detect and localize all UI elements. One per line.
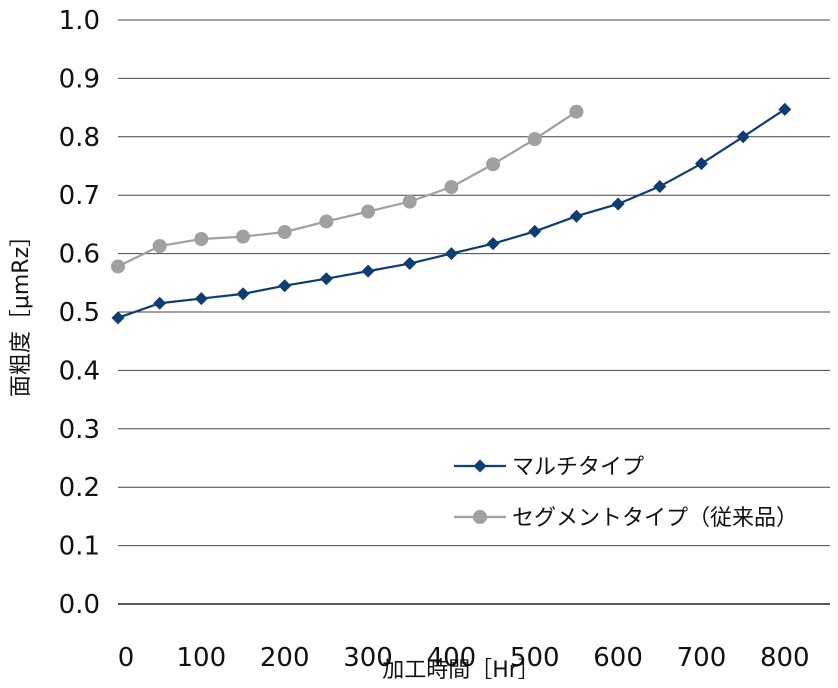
data-point xyxy=(569,104,584,119)
legend-item: セグメントタイプ（従来品） xyxy=(454,506,798,531)
x-tick-labels: 0 100 200 300 400 500 600 700 800 xyxy=(118,643,810,673)
data-point xyxy=(653,179,667,193)
data-point xyxy=(444,247,458,261)
data-point xyxy=(486,157,501,172)
data-point xyxy=(153,296,167,310)
data-point xyxy=(152,239,167,254)
y-tick-label: 1.0 xyxy=(59,6,100,36)
data-point xyxy=(473,510,487,524)
data-point xyxy=(236,287,250,301)
x-tick-label: 800 xyxy=(760,643,810,673)
y-tick-label: 0.0 xyxy=(59,590,100,620)
series-line xyxy=(117,108,786,319)
x-tick-label: 400 xyxy=(427,643,477,673)
data-point xyxy=(473,459,487,473)
y-tick-label: 0.5 xyxy=(59,298,100,328)
y-tick-label: 0.3 xyxy=(59,415,100,445)
series-layer xyxy=(111,102,792,325)
y-tick-label: 0.9 xyxy=(59,64,100,94)
legend-item: マルチタイプ xyxy=(454,455,644,480)
data-point xyxy=(778,102,792,116)
y-axis-title: 面粗度［μmRz］ xyxy=(9,225,34,397)
y-tick-label: 0.7 xyxy=(59,181,100,211)
data-point xyxy=(444,180,459,195)
series-1 xyxy=(111,102,792,325)
x-tick-label: 300 xyxy=(343,643,393,673)
data-point xyxy=(111,311,125,325)
y-tick-label: 0.4 xyxy=(59,356,100,386)
data-point xyxy=(194,232,209,246)
x-tick-label: 200 xyxy=(260,643,310,673)
x-axis-title: 加工時間［Hr］ xyxy=(382,658,540,683)
data-point xyxy=(527,132,542,147)
x-tick-label: 700 xyxy=(677,643,727,673)
y-tick-label: 0.8 xyxy=(59,123,100,153)
data-point xyxy=(403,257,417,271)
data-point xyxy=(319,272,333,286)
x-tick-label: 0 xyxy=(118,643,135,673)
x-tick-label: 100 xyxy=(177,643,227,673)
data-point xyxy=(236,229,251,244)
y-tick-label: 0.2 xyxy=(59,473,100,503)
data-point xyxy=(319,214,334,229)
data-point xyxy=(361,264,375,278)
series-line xyxy=(117,110,578,268)
data-point xyxy=(694,157,708,171)
y-tick-label: 0.1 xyxy=(59,532,100,562)
data-point xyxy=(736,130,750,144)
data-point xyxy=(528,224,542,238)
data-point xyxy=(486,237,500,251)
gridlines xyxy=(118,19,830,605)
legend-label: マルチタイプ xyxy=(512,455,644,480)
y-tick-labels: 0.0 0.1 0.2 0.3 0.4 0.5 0.6 0.7 0.8 0.9 1.0 xyxy=(59,6,100,620)
data-point xyxy=(402,194,417,209)
data-point xyxy=(611,197,625,211)
data-point xyxy=(361,204,376,219)
x-tick-label: 600 xyxy=(593,643,643,673)
data-point xyxy=(111,259,125,274)
data-point xyxy=(278,279,292,293)
data-point xyxy=(194,292,208,306)
series-2 xyxy=(111,104,584,274)
legend-label: セグメントタイプ（従来品） xyxy=(512,506,798,531)
data-point xyxy=(277,224,292,239)
x-tick-label: 500 xyxy=(510,643,560,673)
y-tick-label: 0.6 xyxy=(59,240,100,270)
data-point xyxy=(569,209,583,223)
